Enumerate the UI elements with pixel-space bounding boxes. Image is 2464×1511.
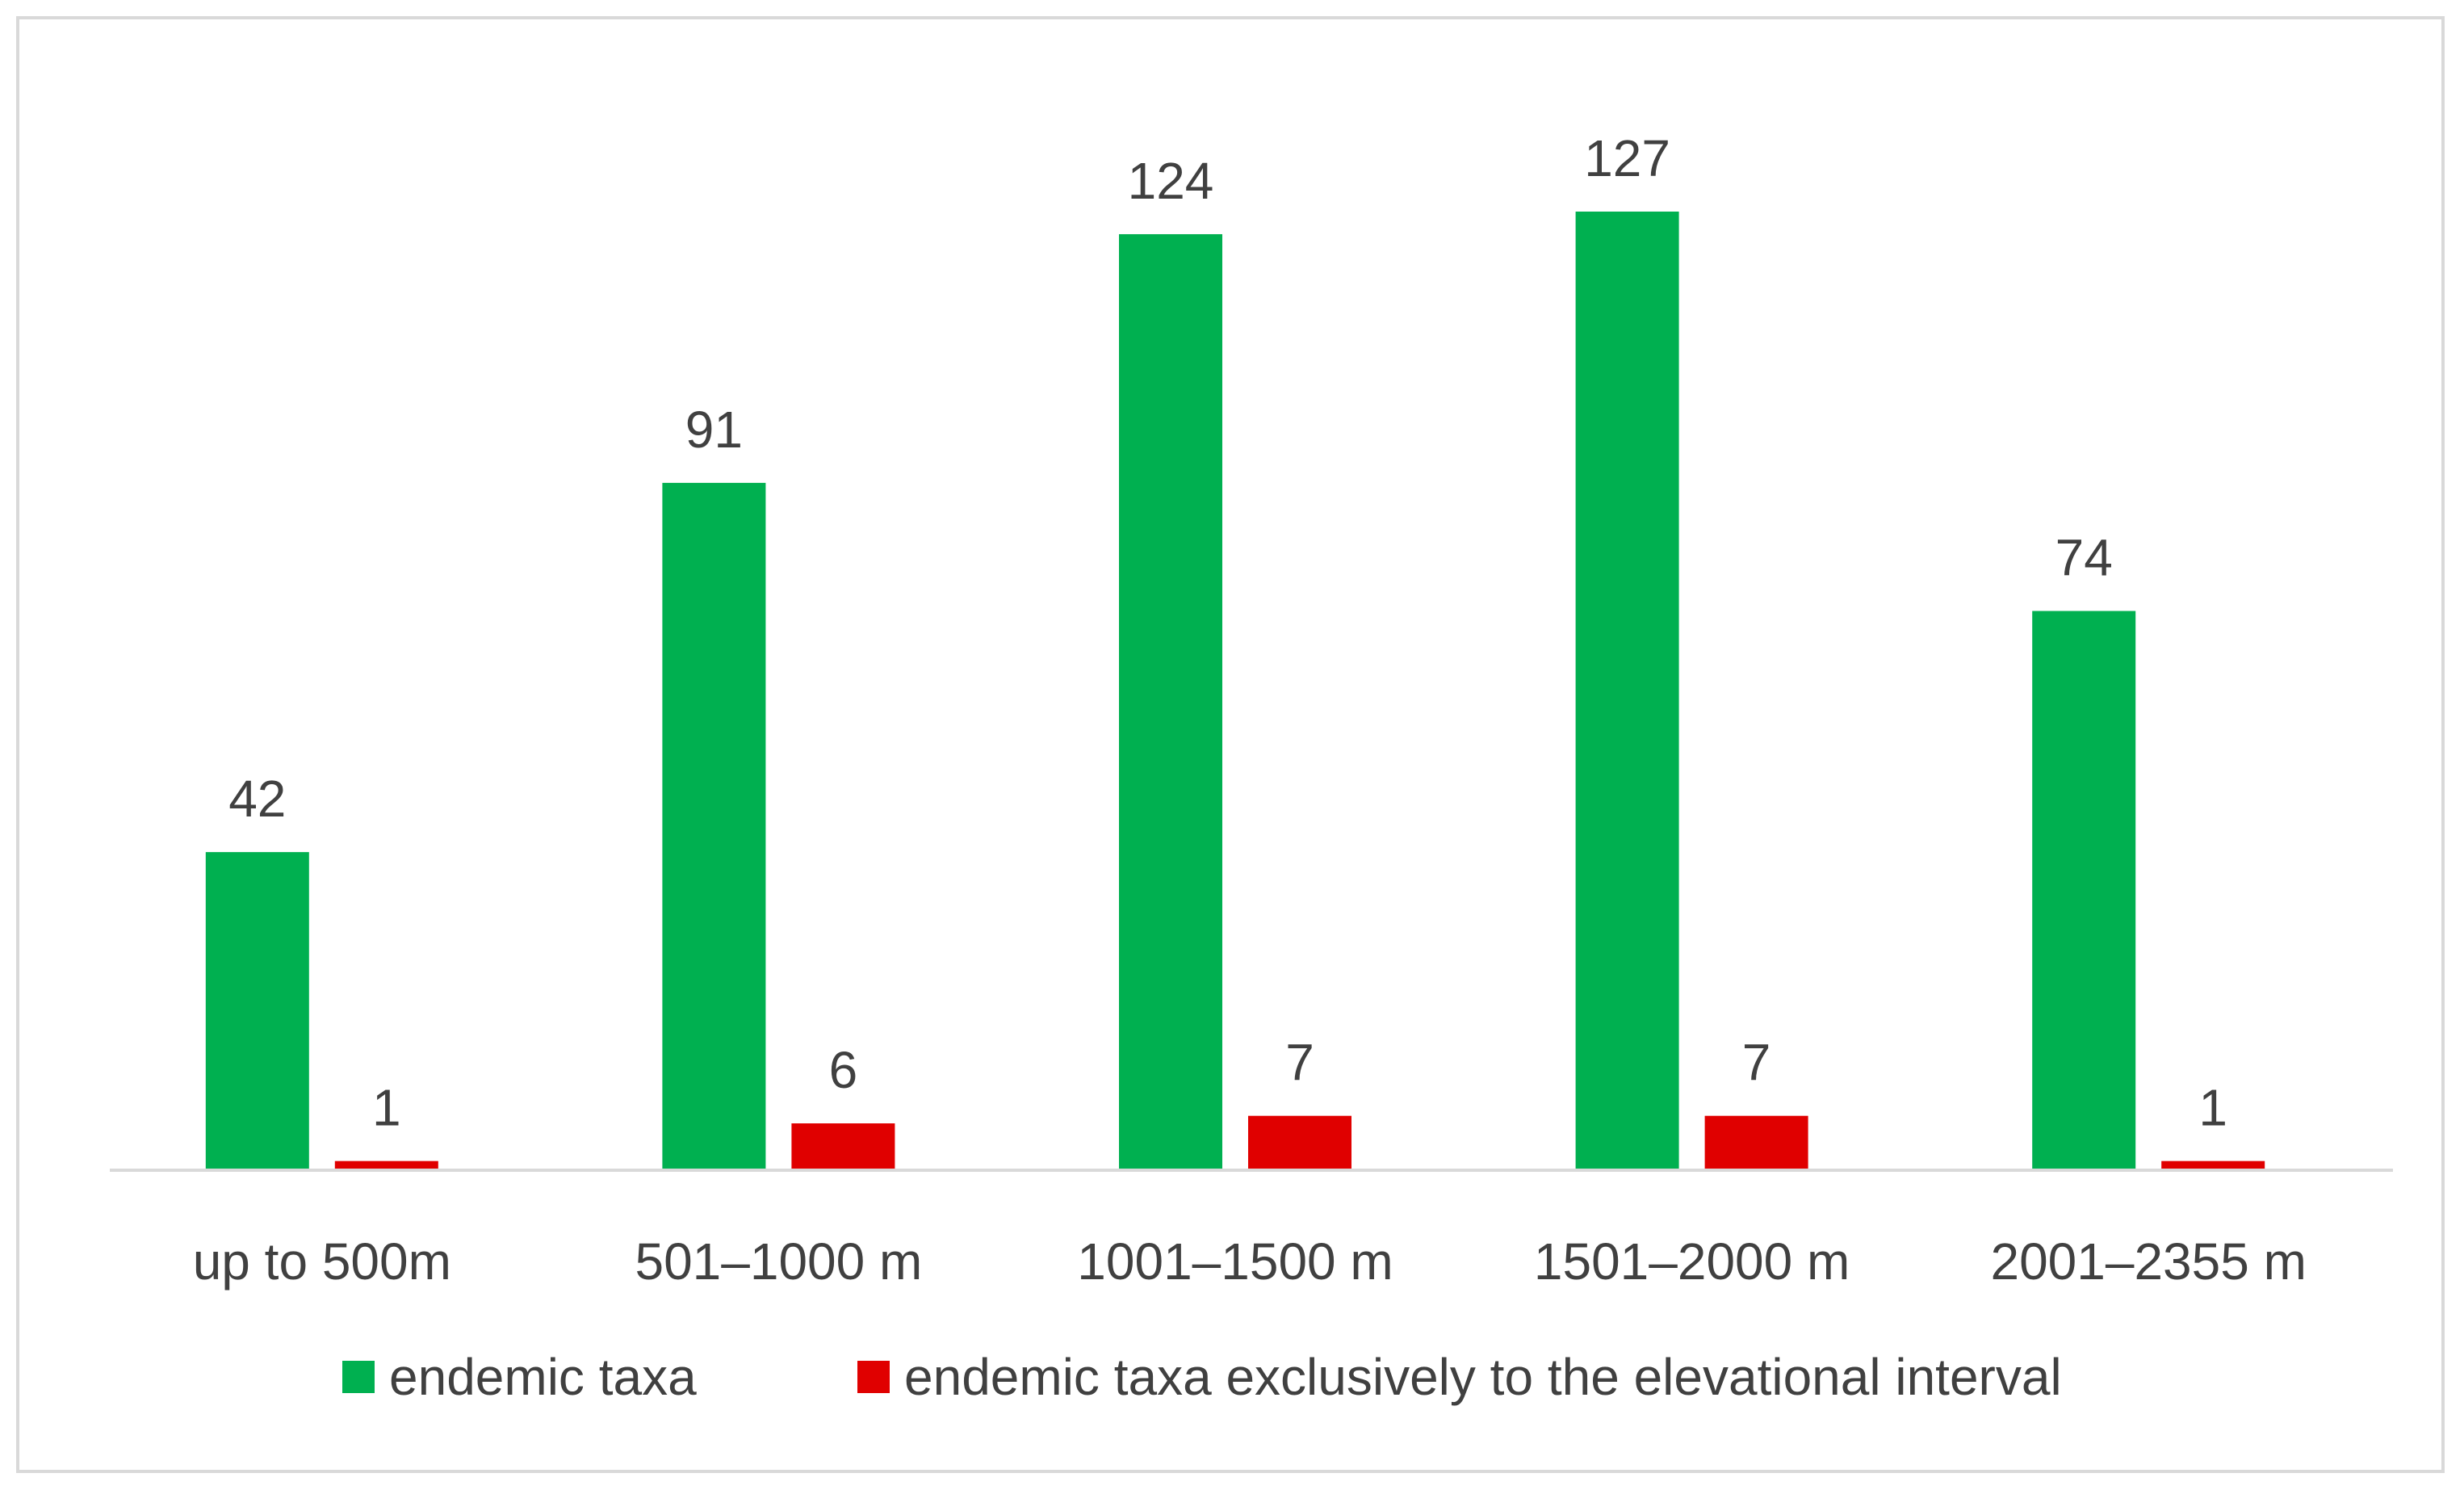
bar-endemic-1 [662,482,766,1169]
chart-frame: 42 1 up to 500m 91 6 501–1000 m 124 7 1001–1500 … [16,16,2445,1473]
data-label-exclusive-2: 7 [1285,1034,1314,1092]
bar-exclusive-3 [1704,1115,1808,1169]
bar-exclusive-0 [334,1161,438,1169]
bar-endemic-3 [1575,212,1679,1169]
x-tick-label-3: 1501–2000 m [1534,1232,1850,1291]
bar-endemic-4 [2032,611,2136,1169]
data-label-endemic-0: 42 [228,770,286,828]
data-label-endemic-1: 91 [685,401,743,459]
data-label-endemic-4: 74 [2055,529,2113,587]
x-tick-label-4: 2001–2355 m [1990,1232,2306,1291]
data-label-exclusive-1: 6 [829,1041,858,1099]
x-tick-label-0: up to 500m [193,1232,451,1291]
bar-endemic-0 [205,852,309,1169]
bar-exclusive-1 [791,1123,895,1169]
bar-chart: 42 1 up to 500m 91 6 501–1000 m 124 7 1001–1500 … [110,129,2393,1406]
x-tick-label-1: 501–1000 m [635,1232,922,1291]
legend-swatch-1 [857,1361,890,1393]
bar-exclusive-4 [2161,1161,2265,1169]
data-label-exclusive-3: 7 [1742,1034,1771,1092]
bar-endemic-2 [1119,233,1222,1169]
legend-swatch-0 [342,1361,375,1393]
bar-exclusive-2 [1248,1115,1351,1169]
data-label-exclusive-4: 1 [2198,1079,2227,1137]
legend-label-0: endemic taxa [389,1348,697,1406]
data-label-endemic-3: 127 [1584,129,1670,187]
data-label-exclusive-0: 1 [372,1079,401,1137]
x-tick-label-2: 1001–1500 m [1077,1232,1393,1291]
legend-label-1: endemic taxa exclusively to the elevatio… [904,1348,2062,1406]
data-label-endemic-2: 124 [1128,152,1214,210]
